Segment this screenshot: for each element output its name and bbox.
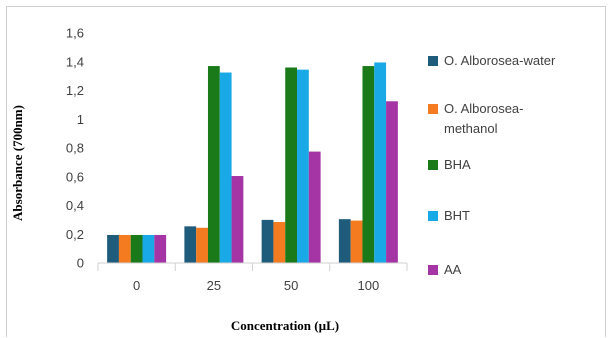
legend-item: BHT — [428, 208, 470, 223]
legend: O. Alborosea-water O. Alborosea-methanol B… — [428, 53, 556, 277]
bar — [386, 101, 398, 263]
bar — [308, 151, 321, 263]
x-axis-title: Concentration (µL) — [231, 318, 339, 333]
bar — [362, 66, 375, 263]
legend-swatch — [428, 211, 438, 221]
bar — [350, 220, 363, 263]
legend-swatch — [428, 265, 438, 275]
bar — [231, 176, 244, 263]
y-axis-title: Absorbance (700nm) — [10, 105, 25, 221]
y-tick-label: 1,6 — [66, 26, 84, 41]
legend-item: BHA — [428, 157, 471, 172]
legend-swatch — [428, 56, 438, 66]
legend-label: BHA — [444, 157, 471, 172]
y-tick-label: 1,2 — [66, 83, 84, 98]
bars — [107, 62, 398, 264]
chart-frame — [6, 6, 606, 337]
bar — [196, 227, 208, 263]
bar — [184, 226, 197, 263]
bar — [118, 234, 131, 263]
y-tick-label: 0 — [77, 256, 84, 271]
x-tick-label: 100 — [358, 278, 380, 293]
x-tick-labels: 0 25 50 100 — [133, 278, 379, 293]
bar — [297, 69, 309, 263]
bar — [207, 66, 220, 263]
bar — [374, 62, 387, 263]
y-tick-labels: 0 0,2 0,4 0,6 0,8 1 1,2 1,4 1,6 — [66, 26, 84, 271]
legend-item: O. Alborosea-methanol — [428, 101, 524, 136]
y-tick-label: 1,4 — [66, 54, 84, 69]
bar — [130, 234, 143, 263]
y-tick-label: 0,2 — [66, 227, 84, 242]
bar — [273, 222, 286, 263]
x-tick-label: 0 — [133, 278, 140, 293]
axes — [97, 262, 408, 271]
bar — [154, 234, 167, 263]
legend-swatch — [428, 104, 438, 114]
legend-item: AA — [428, 262, 462, 277]
y-tick-label: 0,6 — [66, 169, 84, 184]
legend-swatch — [428, 160, 438, 170]
bar — [261, 219, 274, 264]
legend-item: O. Alborosea-water — [428, 53, 556, 68]
y-tick-label: 1 — [77, 112, 84, 127]
legend-label: O. Alborosea-water — [444, 53, 556, 68]
bar — [338, 219, 351, 263]
x-tick-label: 25 — [207, 278, 221, 293]
bar — [107, 234, 119, 263]
legend-label: O. Alborosea-methanol — [444, 101, 524, 136]
bar — [142, 234, 155, 263]
x-tick-label: 50 — [284, 278, 298, 293]
y-tick-label: 0,4 — [66, 198, 84, 213]
y-tick-label: 0,8 — [66, 141, 84, 156]
bar — [219, 72, 232, 263]
legend-label: BHT — [444, 208, 470, 223]
legend-label: AA — [444, 262, 462, 277]
bar — [285, 67, 298, 263]
